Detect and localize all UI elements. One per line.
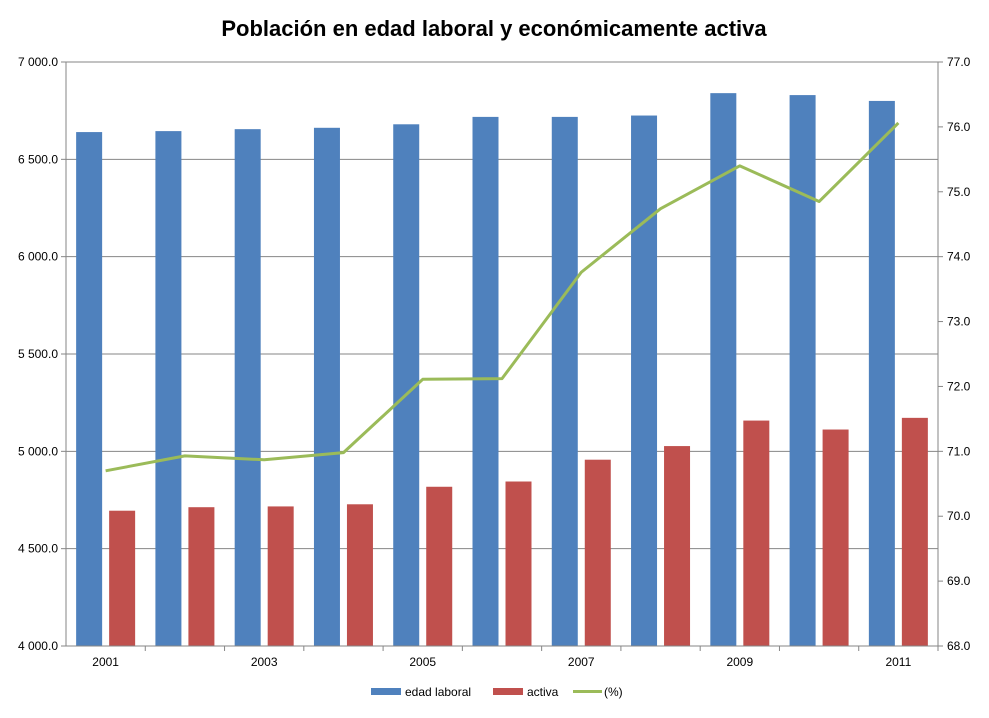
bar-activa-2008	[664, 446, 691, 646]
axes: 4 000.0 4 500.0 5 000.0 5 500.0 6 000.0 6 500…	[18, 55, 971, 669]
x-tick-label: 2005	[409, 655, 436, 669]
bar-edad-laboral-2009	[710, 93, 737, 646]
bar-activa-2003	[267, 506, 294, 646]
bar-activa-2005	[426, 486, 453, 646]
left-tick-label: 7 000.0	[18, 55, 58, 69]
left-tick-label: 4 000.0	[18, 639, 58, 653]
bar-activa-2006	[505, 481, 532, 646]
right-tick-label: 70.0	[947, 509, 971, 523]
legend-swatch-activa	[493, 688, 523, 695]
line-(%)	[105, 121, 900, 473]
bar-edad-laboral-2004	[313, 127, 340, 646]
legend-swatch-edad-laboral	[371, 688, 401, 695]
right-tick-label: 77.0	[947, 55, 971, 69]
left-tick-label: 5 500.0	[18, 347, 58, 361]
bar-activa-2001	[109, 510, 136, 646]
bar-edad-laboral-2010	[789, 95, 816, 647]
x-tick-label: 2003	[251, 655, 278, 669]
bar-edad-laboral-2001	[76, 132, 103, 646]
right-tick-label: 76.0	[947, 120, 971, 134]
bar-activa-2009	[743, 420, 770, 646]
bars	[76, 93, 928, 647]
right-tick-label: 68.0	[947, 639, 971, 653]
right-tick-label: 71.0	[947, 444, 971, 458]
x-tick-label: 2001	[92, 655, 119, 669]
x-tick-label: 2009	[726, 655, 753, 669]
x-tick-label: 2011	[885, 655, 911, 669]
x-tick-label: 2007	[568, 655, 595, 669]
left-tick-label: 4 500.0	[18, 542, 58, 556]
legend: edad laboral activa (%)	[371, 685, 623, 699]
legend-label-pct: (%)	[604, 685, 623, 699]
bar-activa-2011	[901, 417, 928, 646]
legend-label-edad-laboral: edad laboral	[405, 685, 471, 699]
right-tick-label: 73.0	[947, 315, 971, 329]
bar-edad-laboral-2002	[155, 131, 182, 646]
chart-title: Población en edad laboral y económicamen…	[221, 16, 767, 41]
bar-edad-laboral-2011	[868, 100, 895, 646]
right-tick-label: 72.0	[947, 379, 971, 393]
bar-activa-2002	[188, 507, 215, 646]
bar-activa-2004	[346, 504, 373, 646]
left-tick-label: 6 500.0	[18, 152, 58, 166]
bar-edad-laboral-2006	[472, 116, 499, 646]
bar-edad-laboral-2003	[234, 129, 261, 646]
bar-activa-2010	[822, 429, 849, 646]
right-tick-label: 74.0	[947, 250, 971, 264]
left-tick-label: 5 000.0	[18, 444, 58, 458]
left-tick-label: 6 000.0	[18, 250, 58, 264]
bar-edad-laboral-2007	[551, 116, 578, 646]
bar-activa-2007	[584, 459, 611, 646]
right-tick-label: 69.0	[947, 574, 971, 588]
line-series	[105, 121, 900, 473]
legend-label-activa: activa	[527, 685, 559, 699]
right-tick-label: 75.0	[947, 185, 971, 199]
bar-edad-laboral-2008	[631, 115, 658, 647]
